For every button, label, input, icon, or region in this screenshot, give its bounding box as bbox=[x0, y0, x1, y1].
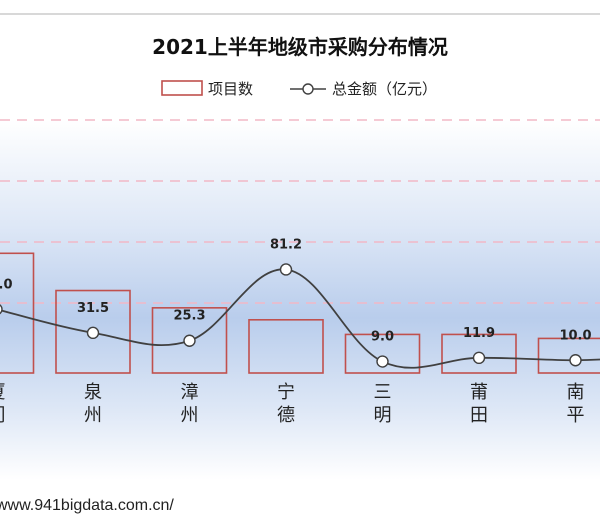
category-label-0-char-0: 厦 bbox=[0, 382, 6, 403]
legend-line-marker bbox=[302, 83, 314, 95]
line-point-5 bbox=[472, 351, 486, 365]
line-point-0 bbox=[0, 304, 3, 315]
category-labels: 厦门泉州漳州宁德三明莆田南平 bbox=[0, 382, 585, 426]
category-label-5-char-0: 莆 bbox=[470, 382, 488, 403]
data-label-5: 11.9 bbox=[463, 326, 495, 341]
data-label-4: 9.0 bbox=[371, 330, 394, 345]
category-label-3-char-0: 宁 bbox=[277, 382, 295, 403]
data-label-3: 81.2 bbox=[270, 237, 302, 252]
data-label-2: 25.3 bbox=[173, 309, 205, 324]
amount-line-path bbox=[0, 268, 600, 369]
bar-5 bbox=[441, 333, 517, 374]
bar-2 bbox=[151, 307, 228, 374]
source-url: www.941bigdata.com.cn/ bbox=[0, 497, 174, 514]
chart-title: 2021上半年地级市采购分布情况 bbox=[152, 35, 448, 59]
data-label-0: 50.0 bbox=[0, 277, 13, 292]
plot-background bbox=[0, 120, 600, 480]
line-point-3 bbox=[279, 263, 293, 276]
category-label-5-char-1: 田 bbox=[470, 405, 488, 426]
legend: 项目数 总金额（亿元） bbox=[161, 80, 437, 98]
legend-line-label: 总金额（亿元） bbox=[332, 80, 437, 98]
category-label-6-char-1: 平 bbox=[567, 405, 585, 426]
bar-4 bbox=[344, 333, 421, 374]
line-point-4 bbox=[376, 355, 389, 368]
bar-0 bbox=[0, 252, 35, 374]
category-label-1-char-0: 泉 bbox=[84, 382, 102, 403]
line-point-2 bbox=[183, 334, 196, 347]
bar-1 bbox=[55, 289, 131, 374]
category-label-3-char-1: 德 bbox=[277, 405, 295, 426]
bar-6 bbox=[537, 337, 600, 374]
line-point-1 bbox=[86, 326, 100, 340]
category-label-2-char-0: 漳 bbox=[181, 382, 199, 403]
amount-line bbox=[0, 263, 600, 369]
legend-bar-label: 项目数 bbox=[208, 80, 253, 98]
category-label-4-char-1: 明 bbox=[374, 405, 392, 426]
category-label-6-char-0: 南 bbox=[567, 382, 585, 403]
data-label-1: 31.5 bbox=[77, 301, 109, 316]
bar-3 bbox=[248, 318, 324, 374]
category-label-1-char-1: 州 bbox=[84, 405, 102, 426]
bars bbox=[0, 252, 600, 374]
category-label-4-char-0: 三 bbox=[374, 382, 392, 403]
legend-bar-swatch bbox=[161, 80, 203, 96]
data-labels: 50.0 31.5 25.3 81.2 9.0 11.9 10.0 bbox=[0, 237, 592, 344]
data-label-6: 10.0 bbox=[559, 328, 591, 343]
line-point-6 bbox=[569, 354, 582, 367]
category-label-2-char-1: 州 bbox=[181, 405, 199, 426]
gridlines bbox=[0, 119, 600, 304]
category-label-0-char-1: 门 bbox=[0, 405, 6, 426]
